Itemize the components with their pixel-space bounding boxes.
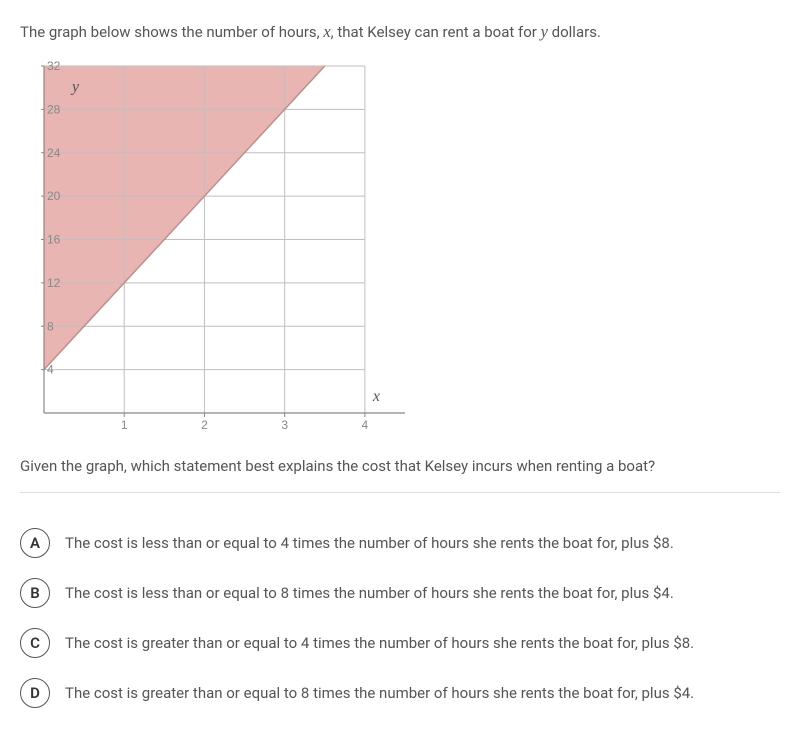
answer-text: The cost is greater than or equal to 4 t… [65,634,694,652]
answer-option[interactable]: C The cost is greater than or equal to 4 … [20,628,780,658]
var-y: y [541,22,548,41]
answer-letter: C [20,628,50,658]
answer-option[interactable]: D The cost is greater than or equal to 8 … [20,678,780,708]
intro-mid: , that Kelsey can rent a boat for [331,23,541,41]
svg-text:12: 12 [47,276,61,290]
svg-text:28: 28 [47,102,61,116]
intro-post: dollars. [548,23,601,41]
answers-list: A The cost is less than or equal to 4 tim… [20,528,780,708]
svg-text:24: 24 [47,146,61,160]
svg-text:y: y [70,78,80,95]
svg-text:1: 1 [121,418,128,432]
svg-text:16: 16 [47,232,61,246]
svg-text:3: 3 [281,418,288,432]
svg-text:4: 4 [362,418,369,432]
svg-text:32: 32 [47,60,61,73]
answer-letter: B [20,578,50,608]
answer-text: The cost is less than or equal to 4 time… [65,534,674,552]
answer-text: The cost is greater than or equal to 8 t… [65,684,694,702]
svg-text:20: 20 [47,189,61,203]
divider [20,492,780,493]
intro-pre: The graph below shows the number of hour… [20,23,323,41]
question-intro: The graph below shows the number of hour… [20,20,780,45]
inequality-chart: 481216202428321234xy [20,60,425,435]
chart-container: 481216202428321234xy [20,60,780,435]
question-prompt: Given the graph, which statement best ex… [20,455,780,478]
answer-text: The cost is less than or equal to 8 time… [65,584,674,602]
svg-text:8: 8 [47,319,54,333]
var-x: x [323,22,330,41]
svg-text:4: 4 [47,362,54,376]
svg-text:2: 2 [201,418,208,432]
answer-option[interactable]: B The cost is less than or equal to 8 tim… [20,578,780,608]
svg-text:x: x [372,388,380,405]
answer-letter: A [20,528,50,558]
answer-option[interactable]: A The cost is less than or equal to 4 tim… [20,528,780,558]
answer-letter: D [20,678,50,708]
